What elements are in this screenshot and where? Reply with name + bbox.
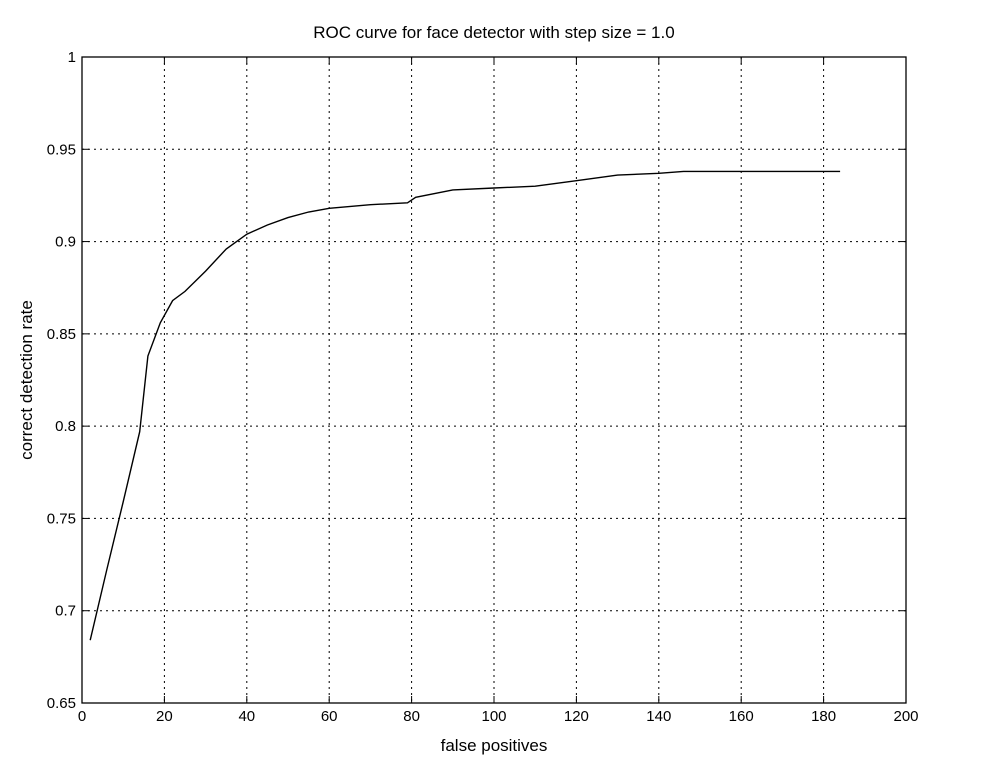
y-axis-label: correct detection rate bbox=[17, 300, 36, 460]
grid bbox=[82, 57, 906, 703]
y-tick-label: 0.85 bbox=[47, 326, 76, 343]
x-tick-label: 20 bbox=[156, 708, 173, 725]
x-tick-label: 200 bbox=[893, 708, 918, 725]
x-axis-label: false positives bbox=[441, 736, 548, 755]
y-tick-label: 0.8 bbox=[55, 418, 76, 435]
x-tick-label: 100 bbox=[481, 708, 506, 725]
y-tick-label: 0.9 bbox=[55, 234, 76, 251]
roc-series-line bbox=[89, 170, 841, 641]
x-tick-label: 140 bbox=[646, 708, 671, 725]
plot-frame bbox=[81, 56, 907, 704]
y-tick-label: 0.75 bbox=[47, 510, 76, 527]
x-tick-label: 40 bbox=[238, 708, 255, 725]
x-tick-label: 0 bbox=[78, 708, 86, 725]
y-tick-label: 0.95 bbox=[47, 141, 76, 158]
y-tick-label: 1 bbox=[68, 49, 76, 66]
x-tick-label: 60 bbox=[321, 708, 338, 725]
y-tick-label: 0.7 bbox=[55, 603, 76, 620]
y-tick-labels: 0.65 0.7 0.75 0.8 0.85 0.9 0.95 1 bbox=[47, 49, 76, 712]
y-tick-label: 0.65 bbox=[47, 695, 76, 712]
x-tick-label: 180 bbox=[811, 708, 836, 725]
chart-title: ROC curve for face detector with step si… bbox=[313, 23, 674, 42]
x-tick-label: 80 bbox=[403, 708, 420, 725]
x-tick-label: 160 bbox=[729, 708, 754, 725]
x-tick-labels: 0 20 40 60 80 100 120 140 160 180 200 bbox=[78, 708, 919, 725]
x-tick-label: 120 bbox=[564, 708, 589, 725]
